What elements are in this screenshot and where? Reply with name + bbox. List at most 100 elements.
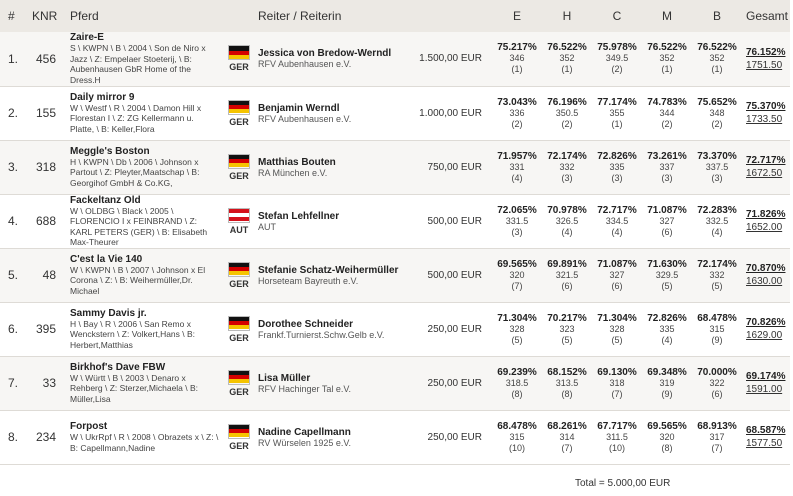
total-percent-link[interactable]: 68.587% (746, 425, 786, 436)
score-percent: 75.652% (697, 96, 737, 108)
horse-name[interactable]: Fackeltanz Old (70, 194, 141, 206)
header-judge-c[interactable]: C (612, 9, 622, 23)
nation-cell: GER (224, 356, 254, 410)
horse-name[interactable]: Birkhof's Dave FBW (70, 361, 166, 373)
score-rank: (7) (561, 442, 573, 453)
judge-score-h: 69.891% 321.5 (6) (542, 248, 592, 302)
rider-name[interactable]: Matthias Bouten (258, 156, 336, 168)
judge-score-c: 77.174% 355 (1) (592, 86, 642, 140)
rider-name[interactable]: Benjamin Werndl (258, 102, 340, 114)
score-points: 352 (659, 53, 675, 64)
total-percent-link[interactable]: 76.152% (746, 46, 786, 58)
horse-cell: Forpost W \ UkrRpf \ R \ 2008 \ Obrazets… (66, 410, 224, 464)
rider-club: RV Würselen 1925 e.V. (258, 437, 352, 448)
nation-cell: AUT (224, 194, 254, 248)
horse-name[interactable]: Sammy Davis jr. (70, 307, 147, 319)
horse-name[interactable]: Forpost (70, 421, 108, 432)
table-row[interactable]: 7. 33 Birkhof's Dave FBW W \ Württ \ B \… (0, 356, 790, 410)
table-row[interactable]: 6. 395 Sammy Davis jr. H \ Bay \ R \ 200… (0, 302, 790, 356)
judge-score-h: 70.978% 326.5 (4) (542, 194, 592, 248)
total-points-link[interactable]: 1629.00 (746, 330, 783, 341)
score-rank: (6) (661, 226, 673, 237)
rank-cell: 4. (8, 214, 19, 228)
judge-score-m: 71.087% 327 (6) (642, 194, 692, 248)
judge-score-m: 76.522% 352 (1) (642, 32, 692, 86)
total-percent-link[interactable]: 70.870% (746, 263, 786, 274)
total-points-link[interactable]: 1733.50 (746, 114, 783, 125)
rider-name[interactable]: Lisa Müller (258, 372, 311, 384)
judge-score-b: 73.370% 337.5 (3) (692, 140, 742, 194)
header-judge-b[interactable]: B (712, 9, 721, 23)
header-judge-m[interactable]: M (662, 9, 672, 23)
horse-info: H \ Bay \ R \ 2006 \ San Remo x Wenckste… (70, 318, 196, 350)
rider-name[interactable]: Stefan Lehfellner (258, 210, 340, 222)
table-row[interactable]: 5. 48 C'est la Vie 140 W \ KWPN \ B \ 20… (0, 248, 790, 302)
horse-name[interactable]: C'est la Vie 140 (70, 253, 143, 265)
total-percent-link[interactable]: 70.826% (746, 317, 786, 328)
rider-club: RFV Aubenhausen e.V. (258, 113, 352, 124)
table-row[interactable]: 4. 688 Fackeltanz Old W \ OLDBG \ Black … (0, 194, 790, 248)
total-percent-link[interactable]: 69.174% (746, 371, 786, 382)
horse-name[interactable]: Meggle's Boston (70, 145, 150, 157)
score-points: 334.5 (605, 215, 629, 226)
flag-icon (228, 207, 250, 223)
table-row[interactable]: 8. 234 Forpost W \ UkrRpf \ R \ 2008 \ O… (0, 410, 790, 464)
rider-name[interactable]: Jessica von Bredow-Werndl (258, 48, 392, 60)
total-cell: 71.826% 1652.00 (742, 194, 790, 248)
score-percent: 72.065% (497, 204, 537, 216)
score-points: 337.5 (705, 161, 729, 172)
judge-score-m: 72.826% 335 (4) (642, 302, 692, 356)
header-judge-h[interactable]: H (562, 9, 572, 23)
header-judge-e[interactable]: E (512, 9, 521, 23)
judge-score-c: 72.826% 335 (3) (592, 140, 642, 194)
total-percent-link[interactable]: 75.370% (746, 101, 786, 112)
score-rank: (4) (611, 226, 623, 237)
total-percent-link[interactable]: 71.826% (746, 209, 786, 220)
table-row[interactable]: 1. 456 Zaire-E S \ KWPN \ B \ 2004 \ Son… (0, 32, 790, 86)
horse-name[interactable]: Zaire-E (70, 32, 104, 44)
total-percent-link[interactable]: 72.717% (746, 155, 786, 166)
score-percent: 68.261% (547, 420, 587, 432)
score-rank: (5) (711, 280, 723, 291)
score-rank: (5) (611, 334, 623, 345)
score-rank: (7) (611, 388, 623, 399)
total-points-link[interactable]: 1672.50 (746, 168, 783, 179)
total-points-link[interactable]: 1577.50 (746, 438, 783, 449)
header-total[interactable]: Gesamt (746, 9, 789, 23)
total-points-link[interactable]: 1630.00 (746, 276, 783, 287)
header-knr[interactable]: KNR (32, 9, 58, 23)
judge-score-m: 73.261% 337 (3) (642, 140, 692, 194)
knr-cell: 688 (35, 214, 56, 228)
score-points: 328 (509, 323, 525, 334)
judge-score-e: 73.043% 336 (2) (492, 86, 542, 140)
total-prize-money: Total = 5.000,00 EUR (575, 478, 671, 489)
nation-cell: GER (224, 302, 254, 356)
table-row[interactable]: 2. 155 Daily mirror 9 W \ Westf \ R \ 20… (0, 86, 790, 140)
total-points-link[interactable]: 1751.50 (746, 59, 783, 71)
rider-name[interactable]: Nadine Capellmann (258, 426, 351, 438)
horse-name[interactable]: Daily mirror 9 (70, 91, 135, 103)
score-points: 332 (709, 269, 725, 280)
prize-money: 250,00 EUR (427, 431, 482, 443)
score-percent: 69.565% (647, 420, 687, 432)
score-points: 331 (509, 161, 525, 172)
table-row[interactable]: 3. 318 Meggle's Boston H \ KWPN \ Db \ 2… (0, 140, 790, 194)
rider-name[interactable]: Stefanie Schatz-Weihermüller (258, 264, 399, 276)
score-points: 336 (509, 107, 525, 118)
score-rank: (2) (611, 64, 623, 75)
judge-score-h: 68.261% 314 (7) (542, 410, 592, 464)
rider-name[interactable]: Dorothee Schneider (258, 318, 354, 330)
score-percent: 76.522% (697, 42, 737, 54)
horse-info: W \ Westf \ R \ 2004 \ Damon Hill x Flor… (70, 102, 202, 134)
header-horse[interactable]: Pferd (70, 9, 99, 23)
score-percent: 68.478% (697, 312, 737, 324)
country-code: GER (229, 170, 249, 181)
score-percent: 68.478% (497, 420, 537, 432)
score-rank: (3) (561, 172, 573, 183)
header-rank[interactable]: # (8, 9, 15, 23)
total-points-link[interactable]: 1591.00 (746, 384, 783, 395)
judge-score-e: 69.239% 318.5 (8) (492, 356, 542, 410)
header-rider[interactable]: Reiter / Reiterin (258, 9, 342, 23)
prize-money: 1.500,00 EUR (419, 53, 482, 65)
total-points-link[interactable]: 1652.00 (746, 222, 783, 233)
